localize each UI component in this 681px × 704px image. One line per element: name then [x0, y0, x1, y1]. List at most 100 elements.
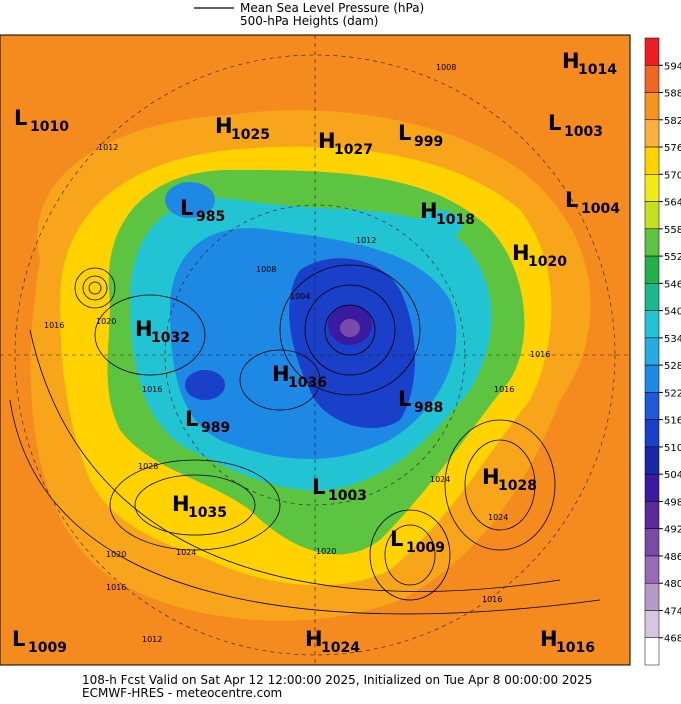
legend-fill-label: 500-hPa Heights (dam): [240, 14, 378, 28]
colorbar-swatch: [644, 201, 660, 230]
colorbar-swatch: [644, 228, 660, 257]
center-pressure: 1003: [328, 488, 367, 504]
colorbar-swatch: [644, 364, 660, 393]
contour-label: 1016: [142, 385, 162, 394]
colorbar-swatch: [644, 255, 660, 284]
center-pressure: 1027: [334, 142, 373, 158]
colorbar-label: 480: [664, 579, 681, 590]
center-letter: H: [562, 49, 580, 73]
center-letter: H: [215, 114, 233, 138]
colorbar-swatch: [644, 92, 660, 121]
contour-label: 1012: [142, 635, 162, 644]
center-pressure: 1036: [288, 375, 327, 391]
colorbar-label: 528: [664, 361, 681, 372]
center-pressure: 1032: [151, 330, 190, 346]
colorbar-swatch: [644, 119, 660, 148]
center-pressure: 1025: [231, 127, 270, 143]
center-pressure: 1020: [528, 254, 567, 270]
center-letter: L: [398, 121, 411, 145]
center-letter: H: [172, 492, 190, 516]
center-pressure: 1016: [556, 640, 595, 656]
colorbar-label: 594: [664, 61, 681, 72]
contour-label: 1024: [430, 475, 450, 484]
contour-label: 1012: [98, 143, 118, 152]
colorbar-swatch: [644, 174, 660, 202]
center-pressure: 1024: [321, 640, 360, 656]
colorbar-swatch: [644, 473, 660, 502]
colorbar-label: 540: [664, 307, 681, 318]
contour-label: 1016: [530, 350, 550, 359]
colorbar-label: 576: [664, 143, 681, 154]
center-letter: L: [398, 387, 411, 411]
contour-label: 1024: [488, 513, 508, 522]
colorbar-label: 474: [664, 606, 681, 617]
center-pressure: 1004: [581, 201, 620, 217]
contour-label: 1020: [316, 547, 336, 556]
colorbar-swatch: [644, 392, 660, 420]
center-pressure: 985: [196, 209, 225, 225]
center-letter: L: [390, 527, 403, 551]
contour-label: 1020: [106, 550, 126, 559]
center-letter: H: [512, 241, 530, 265]
colorbar-swatch: [644, 582, 660, 611]
center-pressure: 988: [414, 400, 443, 416]
colorbar-swatch: [644, 528, 660, 557]
colorbar-label: 498: [664, 497, 681, 508]
colorbar-swatch: [644, 501, 660, 529]
center-pressure: 1003: [564, 124, 603, 140]
center-pressure: 1028: [498, 478, 537, 494]
colorbar-label: 486: [664, 552, 681, 563]
contour-label: 1012: [356, 236, 376, 245]
legend-line-label: Mean Sea Level Pressure (hPa): [240, 1, 424, 15]
colorbar-label: 558: [664, 225, 681, 236]
center-letter: H: [318, 129, 336, 153]
colorbar-label: 534: [664, 334, 681, 345]
center-letter: L: [565, 188, 578, 212]
colorbar-label: 504: [664, 470, 681, 481]
contour-label: 1028: [138, 462, 158, 471]
contour-label: 1016: [494, 385, 514, 394]
center-letter: L: [312, 475, 325, 499]
center-pressure: 989: [201, 420, 230, 436]
contour-label: 1024: [176, 548, 196, 557]
center-letter: H: [272, 362, 290, 386]
colorbar-label: 564: [664, 198, 681, 209]
contour-label: 1008: [256, 265, 276, 274]
center-letter: L: [180, 196, 193, 220]
center-pressure: 1035: [188, 505, 227, 521]
colorbar-label: 522: [664, 388, 681, 399]
colorbar-label: 510: [664, 443, 681, 454]
colorbar-swatch: [644, 446, 660, 475]
map: [0, 35, 630, 665]
colorbar-swatch: [644, 37, 660, 66]
colorbar-swatch: [644, 637, 660, 666]
center-letter: L: [14, 106, 27, 130]
contour-label: 1016: [482, 595, 502, 604]
colorbar-label: 588: [664, 89, 681, 100]
center-pressure: 1009: [28, 640, 67, 656]
contour-labels: 1008 1012 1012 1016 1020 1016 1028 1024 1020 1016…: [44, 63, 550, 644]
center-pressure: 1018: [436, 212, 475, 228]
colorbar-label: 546: [664, 279, 681, 290]
colorbar-label: 570: [664, 170, 681, 181]
colorbar-swatch: [644, 310, 660, 339]
colorbar-swatch: [644, 146, 660, 175]
center-letter: H: [135, 317, 153, 341]
colorbar-label: 516: [664, 416, 681, 427]
colorbar: 594 588 582 576 570 564 558 552 546 540 534 528 522 5…: [644, 37, 681, 666]
footer-source: ECMWF-HRES - meteocentre.com: [82, 686, 282, 700]
colorbar-label: 582: [664, 116, 681, 127]
footer-valid: 108-h Fcst Valid on Sat Apr 12 12:00:00 …: [82, 673, 592, 687]
colorbar-swatch: [644, 337, 660, 366]
center-pressure: 999: [414, 134, 443, 150]
colorbar-swatch: [644, 610, 660, 638]
center-letter: H: [482, 465, 500, 489]
colorbar-label: 468: [664, 634, 681, 645]
center-pressure: 1009: [406, 540, 445, 556]
colorbar-label: 552: [664, 252, 681, 263]
center-letter: H: [305, 627, 323, 651]
center-pressure: 1014: [578, 62, 617, 78]
contour-label: 1008: [436, 63, 456, 72]
